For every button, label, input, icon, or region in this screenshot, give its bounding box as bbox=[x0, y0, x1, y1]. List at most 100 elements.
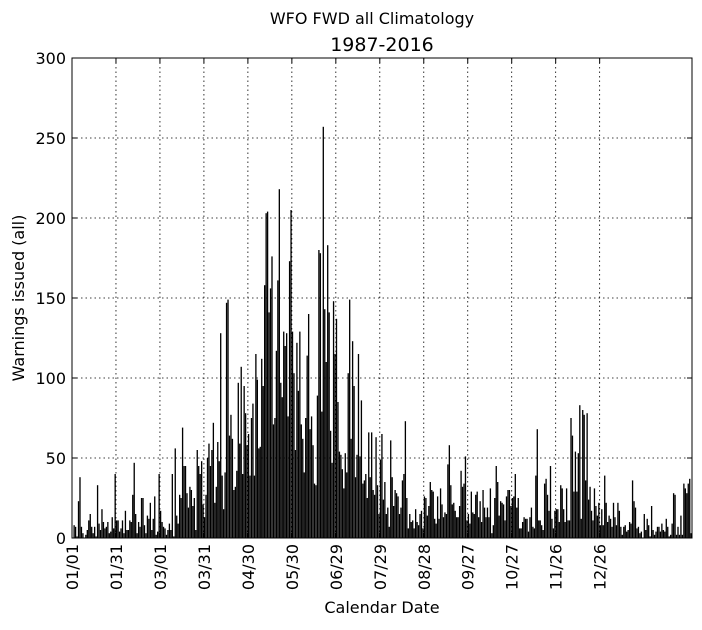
bar bbox=[630, 523, 632, 538]
bar bbox=[611, 526, 613, 538]
bar bbox=[548, 510, 550, 538]
bar bbox=[340, 454, 342, 538]
bar bbox=[181, 427, 184, 538]
bar bbox=[457, 517, 459, 538]
bar bbox=[665, 518, 667, 538]
bar bbox=[612, 502, 615, 538]
bar bbox=[135, 514, 137, 538]
bar bbox=[110, 531, 112, 538]
bar bbox=[224, 472, 226, 538]
bar bbox=[287, 416, 289, 538]
bar bbox=[543, 483, 546, 538]
bar bbox=[309, 429, 311, 538]
bar bbox=[371, 432, 373, 538]
bar bbox=[448, 445, 451, 538]
bar bbox=[398, 514, 401, 538]
bar bbox=[404, 421, 407, 538]
bar bbox=[501, 502, 503, 538]
bar bbox=[293, 373, 295, 538]
bar bbox=[300, 424, 302, 538]
bar bbox=[499, 501, 502, 538]
bar bbox=[157, 531, 159, 538]
bar bbox=[456, 517, 458, 538]
bar bbox=[215, 486, 217, 538]
bar bbox=[233, 490, 235, 538]
y-tick-label: 100 bbox=[35, 369, 66, 388]
bar bbox=[280, 382, 282, 538]
bar bbox=[95, 536, 97, 538]
bar bbox=[266, 211, 269, 538]
bar bbox=[256, 379, 258, 538]
bar bbox=[492, 525, 494, 538]
y-tick-label: 300 bbox=[35, 49, 66, 68]
bar bbox=[127, 530, 130, 538]
bar bbox=[329, 430, 332, 538]
bar bbox=[277, 280, 279, 538]
bar bbox=[271, 256, 273, 538]
bar bbox=[192, 506, 194, 538]
bar bbox=[495, 466, 497, 538]
bar bbox=[617, 502, 619, 538]
bar bbox=[177, 523, 179, 538]
bar bbox=[514, 474, 516, 538]
bar bbox=[577, 453, 579, 538]
bar bbox=[609, 518, 612, 538]
bar bbox=[200, 461, 203, 538]
bar bbox=[412, 520, 414, 538]
bar bbox=[637, 526, 640, 538]
bar bbox=[573, 491, 575, 538]
bar bbox=[354, 477, 357, 538]
bar bbox=[269, 288, 272, 538]
bar bbox=[614, 517, 616, 538]
bar bbox=[281, 397, 283, 538]
bar bbox=[108, 533, 110, 538]
bar bbox=[633, 501, 635, 538]
bar bbox=[599, 525, 601, 538]
bar bbox=[649, 536, 651, 538]
bar bbox=[312, 445, 314, 538]
bar bbox=[445, 514, 448, 538]
bar bbox=[363, 480, 365, 538]
bar bbox=[133, 462, 135, 538]
bar bbox=[504, 520, 506, 538]
bar bbox=[626, 531, 628, 538]
bar bbox=[658, 526, 660, 538]
bar bbox=[152, 518, 154, 538]
bar bbox=[401, 480, 404, 538]
bar bbox=[615, 525, 618, 538]
bar bbox=[568, 520, 571, 538]
bar bbox=[328, 312, 330, 538]
bar bbox=[511, 498, 514, 538]
bar bbox=[117, 520, 119, 538]
bar bbox=[385, 514, 387, 538]
bar bbox=[621, 534, 623, 538]
bar bbox=[557, 509, 559, 538]
x-tick-label: 01/31 bbox=[107, 544, 126, 590]
bar bbox=[129, 520, 131, 538]
bar bbox=[183, 466, 185, 538]
chart-title: 1987-2016 bbox=[330, 34, 434, 56]
bar bbox=[77, 501, 80, 538]
bar bbox=[667, 526, 669, 538]
bar bbox=[555, 509, 558, 538]
bar bbox=[483, 507, 486, 538]
bar bbox=[628, 522, 631, 538]
bar bbox=[520, 528, 522, 538]
bar bbox=[225, 302, 228, 538]
bar bbox=[73, 525, 75, 538]
bar bbox=[384, 482, 386, 538]
bar bbox=[423, 496, 426, 538]
bar bbox=[533, 528, 536, 538]
bar bbox=[239, 443, 241, 538]
bar bbox=[331, 462, 333, 538]
bar bbox=[582, 410, 584, 538]
bar bbox=[395, 493, 398, 538]
bar bbox=[149, 502, 151, 538]
bar bbox=[478, 517, 480, 538]
bar bbox=[221, 475, 223, 538]
bar bbox=[587, 499, 590, 538]
bar bbox=[689, 478, 691, 538]
bar bbox=[303, 472, 305, 538]
bar bbox=[565, 488, 568, 538]
bar bbox=[523, 517, 525, 538]
